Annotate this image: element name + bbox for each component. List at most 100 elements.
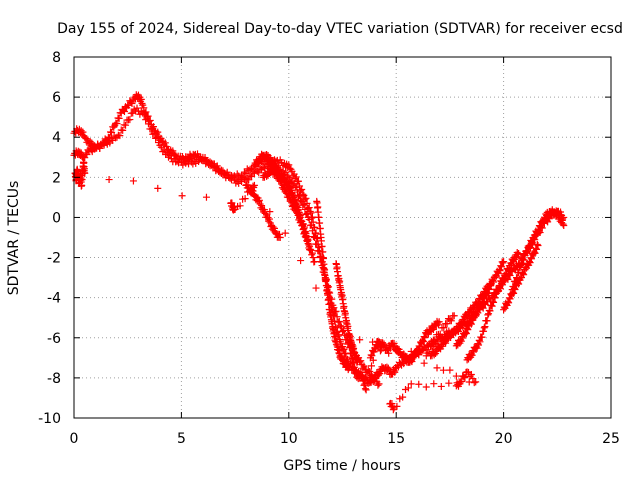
data-point-dense bbox=[513, 274, 521, 282]
data-point-dense bbox=[415, 380, 423, 388]
data-point-dense bbox=[520, 256, 528, 264]
x-tick-label: 20 bbox=[495, 431, 513, 447]
data-point-dense bbox=[293, 208, 301, 216]
data-point-dense bbox=[425, 349, 433, 357]
data-point-dense bbox=[255, 196, 263, 204]
data-point bbox=[472, 378, 480, 386]
data-point-dense bbox=[393, 402, 401, 410]
data-point-dense bbox=[475, 341, 483, 349]
data-point bbox=[311, 258, 319, 266]
data-point-dense bbox=[264, 214, 272, 222]
data-point-dense bbox=[478, 333, 486, 341]
data-point-dense bbox=[510, 283, 518, 291]
data-point-dense bbox=[533, 245, 541, 253]
x-tick-label: 0 bbox=[70, 431, 79, 447]
data-point-dense bbox=[313, 240, 321, 248]
data-point-dense bbox=[281, 229, 289, 237]
data-point-dense bbox=[442, 339, 450, 347]
data-point-dense bbox=[359, 377, 367, 385]
data-point-dense bbox=[458, 320, 466, 328]
data-point-dense bbox=[486, 307, 494, 315]
data-point bbox=[489, 298, 497, 306]
data-point-dense bbox=[303, 210, 311, 218]
data-point-dense bbox=[299, 190, 307, 198]
data-point-dense bbox=[440, 324, 448, 332]
data-point-dense bbox=[446, 366, 454, 374]
data-point-dense bbox=[485, 286, 493, 294]
data-point-dense bbox=[490, 278, 498, 286]
plot-frame bbox=[73, 56, 612, 419]
data-point-dense bbox=[388, 400, 396, 408]
data-point-dense bbox=[169, 147, 177, 155]
data-point-dense bbox=[275, 230, 283, 238]
data-point-dense bbox=[274, 172, 282, 180]
data-point bbox=[276, 234, 284, 241]
data-point-dense bbox=[379, 339, 387, 347]
data-point-dense bbox=[307, 209, 315, 217]
data-point-dense bbox=[361, 380, 369, 388]
y-tick-label: 0 bbox=[52, 210, 61, 226]
data-point bbox=[199, 155, 207, 163]
data-point-dense bbox=[484, 289, 492, 297]
data-point-dense bbox=[505, 299, 513, 307]
data-point-dense bbox=[128, 100, 136, 108]
data-point-dense bbox=[303, 235, 311, 243]
data-point-dense bbox=[332, 307, 340, 315]
data-point-dense bbox=[249, 182, 257, 190]
y-tick-label: 6 bbox=[52, 90, 61, 106]
data-point-dense bbox=[105, 176, 113, 184]
data-point-dense bbox=[108, 128, 116, 136]
data-point-dense bbox=[457, 337, 465, 345]
y-tick-label: -4 bbox=[47, 291, 61, 307]
data-point-dense bbox=[315, 247, 323, 255]
data-point-dense bbox=[138, 99, 146, 107]
data-point-dense bbox=[150, 129, 158, 137]
data-point-dense bbox=[434, 321, 442, 329]
data-point-dense bbox=[292, 204, 300, 212]
data-point-dense bbox=[291, 203, 299, 211]
y-tick-label: -8 bbox=[47, 371, 61, 387]
data-point-dense bbox=[467, 320, 475, 328]
data-point-dense bbox=[119, 126, 127, 134]
data-point bbox=[431, 336, 439, 344]
data-point-dense bbox=[298, 186, 306, 193]
data-point bbox=[476, 338, 484, 346]
data-point bbox=[285, 173, 293, 181]
data-point-dense bbox=[371, 345, 379, 353]
data-point-dense bbox=[202, 193, 210, 201]
data-point bbox=[347, 350, 355, 358]
data-point-dense bbox=[349, 359, 357, 367]
data-point-dense bbox=[483, 317, 491, 325]
data-point-dense bbox=[285, 161, 293, 169]
data-point-dense bbox=[366, 367, 374, 375]
data-point-dense bbox=[144, 120, 152, 128]
data-point bbox=[306, 246, 314, 254]
data-point-dense bbox=[416, 343, 424, 351]
data-point-dense bbox=[154, 128, 162, 136]
data-point-dense bbox=[407, 347, 415, 355]
data-point-dense bbox=[367, 362, 375, 370]
data-point-dense bbox=[78, 181, 86, 189]
data-point-dense bbox=[346, 344, 354, 352]
data-point-dense bbox=[512, 278, 520, 286]
data-point bbox=[493, 288, 501, 296]
data-point bbox=[375, 380, 383, 388]
data-point-dense bbox=[166, 152, 174, 160]
data-point-dense bbox=[481, 323, 489, 331]
data-point-dense bbox=[133, 104, 141, 112]
data-point-dense bbox=[415, 351, 423, 359]
data-point-dense bbox=[374, 381, 382, 389]
data-point-dense bbox=[454, 324, 462, 332]
data-point-dense bbox=[286, 194, 294, 202]
data-point bbox=[250, 181, 258, 189]
data-point-dense bbox=[557, 215, 565, 223]
data-point-dense bbox=[283, 178, 291, 186]
data-point bbox=[122, 121, 130, 129]
data-point-dense bbox=[260, 206, 268, 214]
data-point-dense bbox=[419, 338, 427, 346]
data-point-dense bbox=[296, 192, 304, 200]
data-point-dense bbox=[437, 382, 445, 390]
data-point-dense bbox=[375, 339, 383, 347]
data-point-dense bbox=[269, 163, 277, 171]
data-point-dense bbox=[484, 311, 492, 319]
